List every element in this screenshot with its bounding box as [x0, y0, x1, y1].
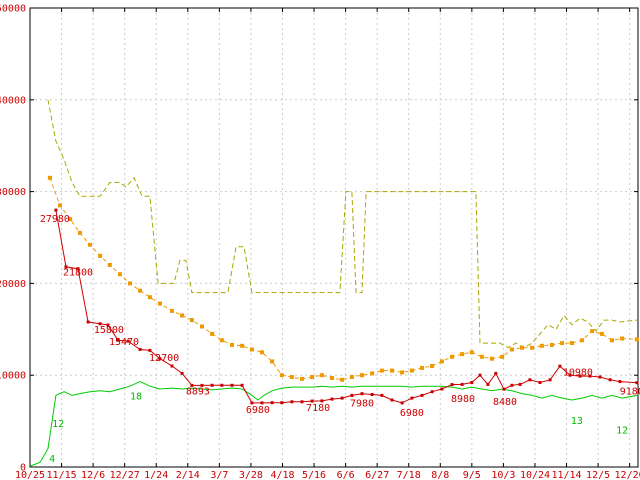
svg-text:8893: 8893	[186, 387, 210, 398]
svg-text:10/24: 10/24	[520, 470, 550, 480]
svg-text:12: 12	[616, 425, 628, 436]
svg-text:1/24: 1/24	[144, 470, 168, 480]
svg-text:8480: 8480	[493, 397, 517, 408]
svg-text:15800: 15800	[94, 325, 124, 336]
svg-text:9180: 9180	[620, 387, 640, 398]
svg-text:3/7: 3/7	[210, 470, 228, 480]
svg-text:13: 13	[571, 416, 583, 427]
svg-text:7180: 7180	[306, 403, 330, 414]
svg-text:6980: 6980	[400, 408, 424, 419]
svg-text:8/8: 8/8	[431, 470, 449, 480]
svg-text:6980: 6980	[246, 405, 270, 416]
svg-text:50000: 50000	[0, 4, 26, 15]
svg-text:2/14: 2/14	[176, 470, 200, 480]
svg-text:12/5: 12/5	[586, 470, 610, 480]
svg-text:4: 4	[49, 454, 55, 465]
svg-text:12: 12	[52, 419, 64, 430]
svg-text:12/26: 12/26	[615, 470, 640, 480]
svg-text:4/18: 4/18	[270, 470, 294, 480]
svg-text:5/16: 5/16	[302, 470, 326, 480]
svg-text:6/6: 6/6	[337, 470, 355, 480]
svg-text:11/14: 11/14	[551, 470, 581, 480]
svg-text:9/5: 9/5	[463, 470, 481, 480]
plot-border	[29, 7, 639, 468]
svg-text:12/6: 12/6	[81, 470, 105, 480]
svg-text:11/15: 11/15	[47, 470, 77, 480]
svg-text:18: 18	[130, 391, 142, 402]
axis-tick-marks	[29, 7, 638, 468]
svg-text:3/28: 3/28	[239, 470, 263, 480]
svg-text:10980: 10980	[563, 367, 593, 378]
svg-text:12/27: 12/27	[110, 470, 140, 480]
series-olive-dashed	[47, 99, 637, 349]
svg-text:7/18: 7/18	[397, 470, 421, 480]
svg-text:40000: 40000	[0, 95, 26, 106]
svg-text:10000: 10000	[0, 371, 26, 382]
svg-text:10/25: 10/25	[15, 470, 45, 480]
series-red	[54, 208, 639, 405]
svg-text:15470: 15470	[109, 337, 139, 348]
svg-text:21800: 21800	[63, 267, 93, 278]
series-green	[29, 381, 637, 467]
svg-text:10/3: 10/3	[491, 470, 515, 480]
svg-text:8980: 8980	[451, 394, 475, 405]
x-axis-labels: 10/25 11/15 12/6 12/27 1/24 2/14 3/7 3/28 4/18 5/…	[15, 470, 640, 480]
svg-text:0: 0	[20, 463, 26, 474]
svg-text:27980: 27980	[40, 214, 70, 225]
svg-text:7980: 7980	[350, 399, 374, 410]
svg-text:6/27: 6/27	[365, 470, 389, 480]
series-orange-dashed	[47, 175, 639, 382]
svg-text:12700: 12700	[149, 353, 179, 364]
svg-text:30000: 30000	[0, 187, 26, 198]
